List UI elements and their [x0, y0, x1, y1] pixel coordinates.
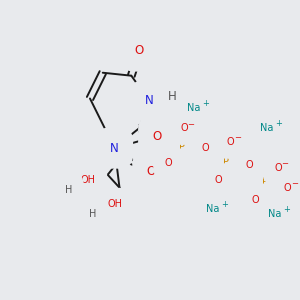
- Text: H: H: [64, 184, 72, 195]
- Text: O: O: [152, 130, 161, 142]
- Text: Na: Na: [206, 204, 220, 214]
- Text: O: O: [283, 183, 291, 193]
- Text: O: O: [246, 160, 253, 170]
- Text: H: H: [89, 209, 97, 219]
- Text: P: P: [178, 142, 184, 152]
- Text: OH: OH: [107, 200, 122, 209]
- Text: Na: Na: [187, 103, 200, 113]
- Text: −: −: [291, 179, 298, 188]
- Text: O: O: [251, 194, 259, 205]
- Text: O: O: [214, 175, 222, 185]
- Text: +: +: [221, 200, 228, 209]
- Text: Na: Na: [268, 209, 282, 219]
- Text: P: P: [262, 177, 268, 187]
- Text: P: P: [223, 157, 229, 167]
- Text: N: N: [145, 94, 153, 107]
- Text: O: O: [146, 165, 156, 178]
- Text: O: O: [135, 44, 144, 57]
- Text: −: −: [281, 159, 288, 168]
- Text: +: +: [284, 205, 290, 214]
- Text: H: H: [168, 90, 177, 103]
- Text: −: −: [234, 134, 241, 142]
- Text: +: +: [275, 119, 282, 128]
- Text: O: O: [181, 123, 188, 133]
- Text: Na: Na: [260, 123, 274, 133]
- Text: O: O: [165, 158, 172, 168]
- Text: O: O: [274, 163, 282, 173]
- Text: O: O: [201, 143, 209, 153]
- Text: OH: OH: [80, 175, 95, 185]
- Text: N: N: [110, 142, 119, 154]
- Text: −: −: [187, 120, 194, 129]
- Text: O: O: [157, 124, 167, 137]
- Text: +: +: [202, 99, 208, 108]
- Text: O: O: [227, 137, 235, 147]
